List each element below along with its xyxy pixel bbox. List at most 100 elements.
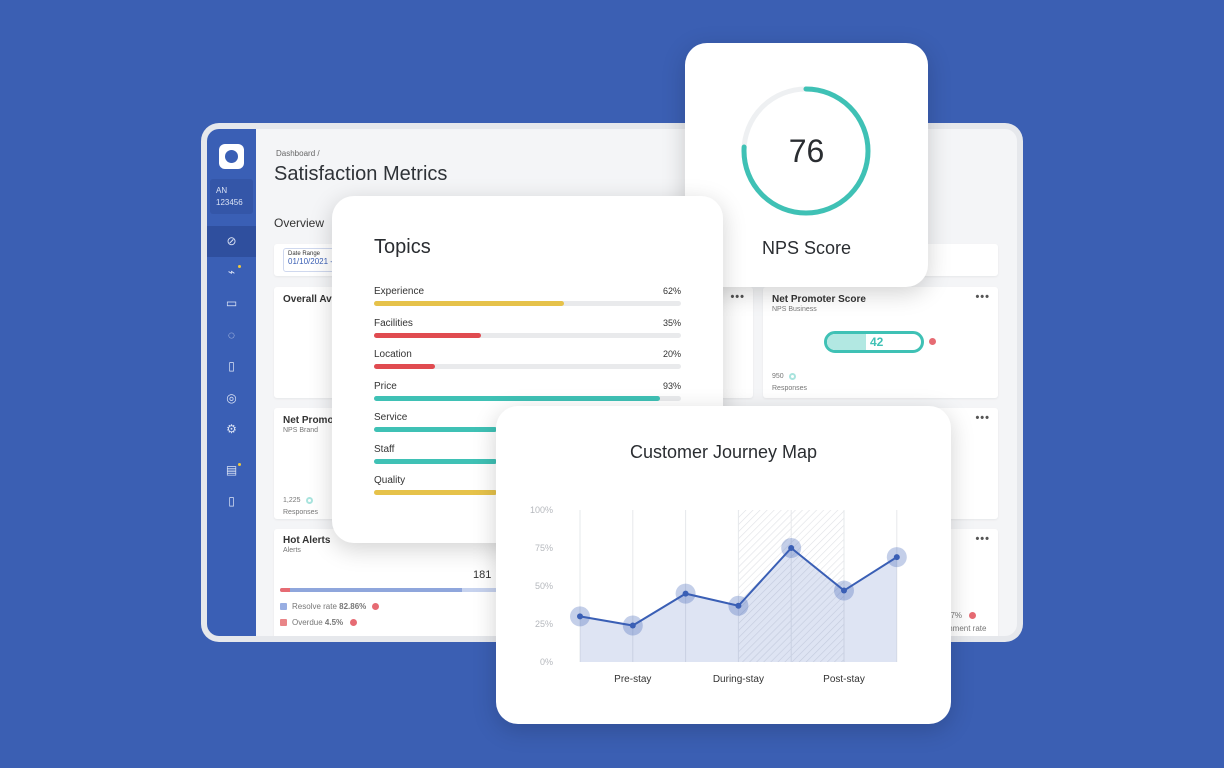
- topic-bar-track: [374, 301, 681, 306]
- ring-progress: [741, 86, 871, 216]
- chart-icon: ⌁: [227, 265, 236, 279]
- response-label: Responses: [283, 509, 319, 516]
- topic-row: Location 20%: [374, 349, 681, 369]
- card-title: Overall Ave: [283, 294, 338, 305]
- topic-label: Staff: [374, 443, 395, 455]
- resolve-legend-swatch: [280, 603, 287, 610]
- data-point: [788, 545, 795, 551]
- trend-down-icon: [350, 619, 357, 626]
- sidebar-item-tablet[interactable]: ▯: [207, 486, 256, 517]
- card-title: Net Promoter Score: [772, 294, 866, 305]
- account-badge[interactable]: AN 123456: [210, 179, 253, 214]
- nps-score-label: NPS Score: [761, 238, 852, 258]
- notes-icon: ▤: [225, 463, 238, 477]
- target-icon: ◎: [226, 391, 237, 405]
- topics-title: Topics: [374, 236, 431, 258]
- nps-business-score: 42: [870, 335, 884, 349]
- topic-bar-fill: [374, 332, 482, 338]
- breadcrumb[interactable]: Dashboard /: [276, 149, 320, 158]
- overdue-value: 4.5%: [324, 618, 344, 627]
- overdue-legend-swatch: [280, 619, 287, 626]
- trend-down-icon: [372, 603, 379, 610]
- resolve-label: Resolve rate: [292, 602, 337, 611]
- nps-score-value: 76: [788, 133, 825, 169]
- id-card-icon: ▭: [225, 296, 238, 310]
- chat-icon: ◌: [227, 328, 236, 342]
- sidebar-item-id-card[interactable]: ▭: [207, 288, 256, 319]
- alerts-progress-bar: [280, 588, 520, 592]
- topic-bar-track: [374, 364, 681, 369]
- date-range-label: Date Range: [288, 251, 321, 257]
- topic-bar-fill: [374, 458, 497, 464]
- overdue-fill: [280, 588, 290, 592]
- compass-icon: ⊘: [226, 234, 237, 248]
- gear-icon: ⚙: [226, 422, 237, 436]
- card-subtitle: NPS Brand: [283, 427, 319, 434]
- journey-map-chart: 0% 25% 50% 75% 100% Pre-stay During-stay Post-s…: [530, 505, 907, 685]
- sidebar-item-chat[interactable]: ◌: [207, 320, 256, 351]
- topic-percent: 35%: [662, 317, 681, 328]
- topic-bar-fill: [374, 427, 497, 432]
- tablet-icon: ▯: [228, 494, 235, 508]
- card-title: Net Promo: [283, 415, 334, 426]
- sidebar-item-notes[interactable]: ▤: [207, 455, 256, 486]
- notification-dot: [238, 463, 241, 466]
- area-fill: [580, 548, 897, 662]
- clipboard-icon: ▯: [228, 359, 235, 373]
- topic-label: Price: [374, 380, 397, 392]
- topic-row: Facilities 35%: [374, 317, 681, 338]
- topic-label: Experience: [374, 286, 425, 297]
- comment-rate-label: mment rate: [946, 624, 987, 633]
- app-logo: [219, 144, 244, 169]
- nps-score-ring: [741, 86, 871, 216]
- card-subtitle: Alerts: [283, 547, 301, 554]
- more-menu-button[interactable]: •••: [975, 291, 990, 303]
- journey-map-card: Customer Journey Map 0% 25% 50% 75% 100% Pre-…: [496, 406, 951, 724]
- trend-up-icon: [789, 373, 796, 380]
- card-title: Hot Alerts: [283, 535, 331, 546]
- sidebar-item-clipboard[interactable]: ▯: [207, 351, 256, 382]
- more-menu-button[interactable]: •••: [975, 533, 990, 545]
- y-tick-label: 25%: [535, 619, 553, 629]
- resolve-fill: [289, 588, 463, 592]
- page-title: Satisfaction Metrics: [274, 163, 448, 185]
- data-point: [629, 622, 636, 629]
- account-id: 123456: [216, 198, 243, 207]
- data-point: [682, 590, 689, 597]
- card-subtitle: NPS Business: [772, 306, 817, 313]
- trend-down-icon: [929, 338, 936, 345]
- overdue-label: Overdue: [292, 618, 323, 627]
- topic-percent: 20%: [662, 349, 681, 359]
- topic-bar-fill: [374, 364, 436, 369]
- response-count: 950: [772, 373, 784, 380]
- topic-label: Location: [374, 349, 412, 360]
- more-menu-button[interactable]: •••: [730, 291, 745, 303]
- sidebar: AN 123456 ⊘ ⌁ ▭ ◌ ▯ ◎ ⚙ ▤ ▯: [207, 129, 256, 636]
- comment-rate-value: 67%: [946, 611, 963, 620]
- topic-label: Facilities: [374, 317, 413, 329]
- nps-score-card: 76 NPS Score: [685, 43, 928, 287]
- y-tick-label: 75%: [535, 543, 553, 553]
- topic-percent: 93%: [662, 380, 681, 391]
- x-category-label: During-stay: [713, 674, 764, 685]
- more-menu-button[interactable]: •••: [975, 412, 990, 424]
- data-point: [841, 587, 847, 594]
- x-category-label: Pre-stay: [614, 674, 651, 685]
- trend-down-icon: [969, 612, 976, 619]
- sidebar-item-compass[interactable]: ⊘: [207, 226, 256, 257]
- alerts-total: 181: [473, 569, 492, 581]
- response-count: 1,225: [283, 497, 301, 504]
- sidebar-item-gear[interactable]: ⚙: [207, 414, 256, 445]
- topic-row: Price 93%: [374, 380, 681, 401]
- topic-percent: 62%: [662, 286, 681, 296]
- topic-label: Quality: [374, 475, 406, 486]
- notification-dot: [238, 265, 241, 268]
- chart-title: Customer Journey Map: [629, 442, 818, 462]
- section-title: Overview: [274, 216, 325, 230]
- sidebar-item-chart[interactable]: ⌁: [207, 257, 256, 288]
- x-category-label: Post-stay: [823, 674, 865, 685]
- sidebar-item-target[interactable]: ◎: [207, 383, 256, 414]
- topic-bar-fill: [374, 490, 497, 495]
- data-point: [893, 554, 900, 561]
- trend-up-icon: [306, 497, 313, 504]
